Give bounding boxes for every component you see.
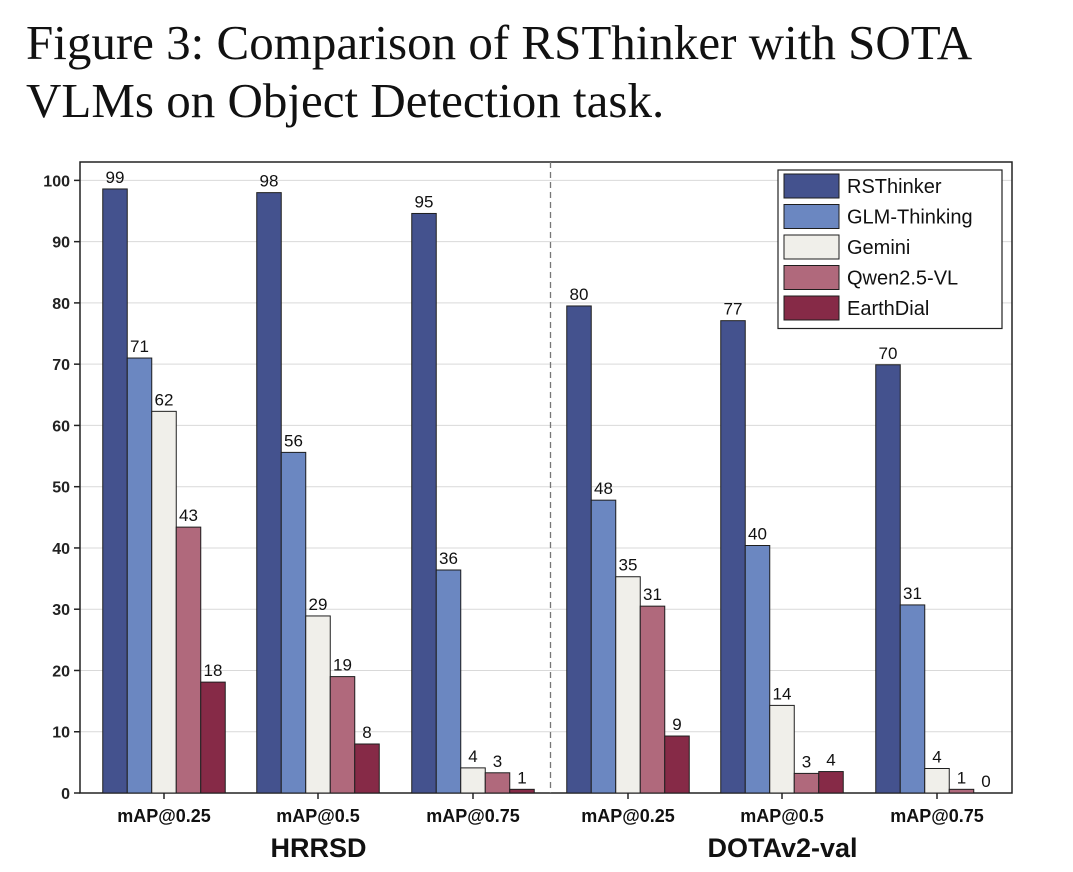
- data-label: 77: [724, 300, 743, 319]
- y-tick-label: 10: [52, 725, 70, 742]
- data-label: 1: [957, 768, 966, 787]
- data-label: 8: [362, 723, 371, 742]
- bar-earthdial: [354, 743, 380, 794]
- bar-gemini: [769, 704, 795, 794]
- y-tick-label: 100: [43, 173, 70, 190]
- legend-label: GLM-Thinking: [847, 207, 973, 229]
- bar-rsthinker: [875, 364, 901, 794]
- y-tick-label: 20: [52, 663, 70, 680]
- y-tick-label: 70: [52, 357, 70, 374]
- x-tick-label: mAP@0.5: [276, 806, 360, 826]
- x-tick-label: mAP@0.75: [426, 806, 520, 826]
- data-label: 0: [981, 772, 990, 791]
- data-label: 14: [773, 684, 792, 703]
- bar-rsthinker: [566, 305, 592, 794]
- data-label: 71: [130, 337, 149, 356]
- bar-glm-thinking: [280, 451, 307, 794]
- data-label: 70: [879, 344, 898, 363]
- x-tick-label: mAP@0.75: [890, 806, 984, 826]
- bar-rsthinker: [720, 320, 746, 794]
- x-tick-label: mAP@0.5: [740, 806, 824, 826]
- data-label: 56: [284, 431, 303, 450]
- data-label: 4: [826, 751, 835, 770]
- bar-qwen2-5-vl: [793, 772, 820, 794]
- grid-lines: [80, 179, 1012, 794]
- data-label: 4: [932, 747, 941, 766]
- bar-glm-thinking: [744, 545, 771, 794]
- bar-rsthinker: [411, 212, 437, 794]
- legend-label: EarthDial: [847, 298, 929, 320]
- data-label: 40: [748, 525, 767, 544]
- bar-earthdial: [509, 788, 535, 794]
- data-label: 19: [333, 656, 352, 675]
- figure-caption: Figure 3: Comparison of RSThinker with S…: [26, 15, 970, 128]
- bar-earthdial: [200, 681, 226, 794]
- data-label: 31: [643, 585, 662, 604]
- bar-gemini: [305, 615, 331, 794]
- data-label: 31: [903, 584, 922, 603]
- data-label: 3: [493, 752, 502, 771]
- legend-label: Qwen2.5-VL: [847, 268, 958, 290]
- x-tick-label: mAP@0.25: [581, 806, 675, 826]
- data-label: 36: [439, 549, 458, 568]
- bar-glm-thinking: [435, 569, 462, 794]
- data-label: 9: [672, 715, 681, 734]
- bar-glm-thinking: [126, 357, 153, 794]
- y-tick-label: 60: [52, 418, 70, 435]
- bar-qwen2-5-vl: [948, 788, 975, 794]
- data-label: 29: [309, 595, 328, 614]
- data-label: 80: [570, 285, 589, 304]
- data-label: 99: [106, 168, 125, 187]
- bar-earthdial: [818, 771, 844, 794]
- legend-swatch: [783, 234, 840, 260]
- bar-gemini: [151, 410, 177, 794]
- bar-rsthinker: [256, 192, 282, 794]
- group-label: HRRSD: [270, 833, 366, 863]
- bar-rsthinker: [102, 188, 128, 794]
- group-label: DOTAv2-val: [707, 833, 857, 863]
- data-label: 62: [155, 390, 174, 409]
- y-tick-label: 80: [52, 296, 70, 313]
- data-label: 3: [802, 752, 811, 771]
- y-tick-label: 40: [52, 541, 70, 558]
- legend-swatch: [783, 204, 840, 229]
- data-label: 43: [179, 506, 198, 525]
- y-tick-label: 90: [52, 235, 70, 252]
- bar-qwen2-5-vl: [639, 605, 666, 794]
- legend-swatch: [783, 265, 840, 290]
- data-label: 35: [619, 556, 638, 575]
- legend-swatch: [783, 295, 840, 321]
- legend: RSThinker GLM-Thinking Gemini Qwen2.5-VL Ear…: [777, 169, 1003, 330]
- legend-label: RSThinker: [847, 176, 942, 198]
- bar-glm-thinking: [590, 499, 617, 794]
- y-tick-label: 30: [52, 602, 70, 619]
- bar-gemini: [615, 576, 641, 794]
- bar-qwen2-5-vl: [329, 676, 356, 794]
- data-label: 4: [468, 747, 477, 766]
- data-label: 98: [260, 172, 279, 191]
- bars: [102, 188, 975, 794]
- data-label: 1: [517, 768, 526, 787]
- data-label: 18: [204, 661, 223, 680]
- data-label: 48: [594, 479, 613, 498]
- bar-qwen2-5-vl: [175, 526, 202, 794]
- y-tick-label: 50: [52, 480, 70, 497]
- plot-frame: [79, 161, 1013, 794]
- bar-gemini: [460, 767, 486, 794]
- legend-swatch: [783, 173, 840, 199]
- bar-glm-thinking: [899, 604, 926, 794]
- x-tick-label: mAP@0.25: [117, 806, 211, 826]
- bar-qwen2-5-vl: [484, 772, 511, 794]
- y-tick-label: 0: [61, 786, 70, 803]
- bar-earthdial: [664, 735, 690, 794]
- data-label: 95: [415, 192, 434, 211]
- legend-label: Gemini: [847, 237, 910, 259]
- bar-gemini: [924, 767, 950, 794]
